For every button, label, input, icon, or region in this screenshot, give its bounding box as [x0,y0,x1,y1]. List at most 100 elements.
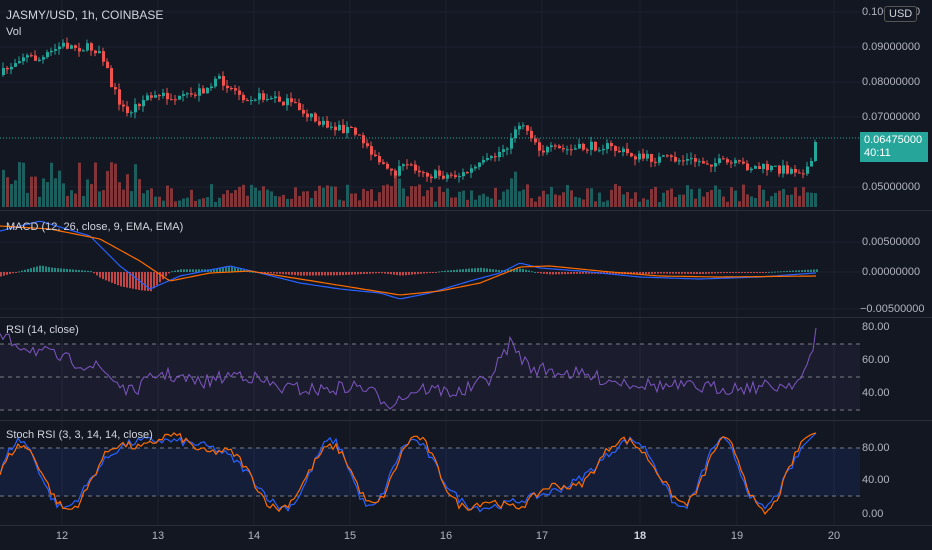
macd-histogram-bar [399,272,401,276]
candle-body [514,129,517,139]
macd-histogram-bar [174,270,176,272]
candle-body [66,42,69,49]
volume-bar [134,164,137,207]
volume-bar [14,180,17,207]
volume-bar [710,189,713,207]
candle-body [474,166,477,169]
time-axis[interactable]: 12 13 14 15 16 17 18 19 20 [0,525,860,550]
time-label: 16 [439,530,453,542]
macd-histogram-bar [189,269,191,272]
macd-histogram-bar [69,269,71,272]
rsi-chart[interactable] [0,318,860,420]
macd-histogram-bar [513,269,515,272]
candle-body [502,149,505,152]
volume-bar [118,182,121,207]
volume-bar [482,193,485,207]
volume-bar [358,200,361,207]
candle-body [78,48,81,52]
volume-bar [250,184,253,207]
volume-bar [410,186,413,207]
macd-histogram-bar [225,267,227,272]
volume-bar [66,195,69,207]
candle-body [294,102,297,104]
volume-bar [454,197,457,207]
macd-histogram-bar [75,269,77,272]
volume-bar [282,194,285,207]
stoch-axis[interactable]: 80.00 40.00 0.00 [860,421,932,525]
rsi-axis[interactable]: 80.00 60.00 40.00 [860,318,932,420]
volume-bar [438,186,441,207]
volume-bar [722,196,725,207]
rsi-tick: 60.00 [862,354,890,366]
candle-body [622,148,625,153]
macd-histogram-bar [177,269,179,272]
macd-histogram-bar [498,269,500,272]
volume-bar [222,194,225,207]
macd-histogram-bar [801,270,803,272]
volume-bar [774,192,777,207]
volume-bar [798,195,801,207]
volume-bar [686,185,689,207]
macd-histogram-bar [546,272,548,275]
macd-histogram-bar [723,272,725,274]
macd-histogram-bar [183,269,185,272]
pane-divider[interactable] [0,317,932,318]
candle-body [270,98,273,100]
macd-histogram-bar [291,272,293,275]
candle-body [546,146,549,153]
price-chart[interactable] [0,0,860,210]
candle-body [542,150,545,153]
macd-axis[interactable]: 0.00500000 0.00000000 −0.00500000 [860,211,932,317]
macd-line [0,220,817,300]
volume-bar [170,188,173,207]
macd-tick: 0.00500000 [862,236,921,248]
macd-histogram-bar [492,269,494,272]
candle-body [570,149,573,151]
candle-body [714,163,717,167]
stoch-rsi-chart[interactable] [0,421,860,525]
currency-button[interactable]: USD [884,6,918,22]
candle-body [302,109,305,114]
volume-bar [190,189,193,207]
volume-bar [286,198,289,207]
volume-bar [130,191,133,207]
macd-histogram-bar [573,272,575,274]
volume-bar [270,191,273,207]
price-axis[interactable]: 0.10000000 0.09000000 0.08000000 0.07000… [860,0,932,210]
macd-histogram-bar [270,272,272,274]
macd-histogram-bar [93,272,95,274]
pane-divider[interactable] [0,210,932,211]
volume-bar [158,196,161,207]
volume-bar [458,191,461,207]
macd-histogram-bar [450,270,452,272]
volume-bar [666,190,669,207]
candle-body [186,93,189,95]
candle-body [30,55,33,57]
volume-bar [370,189,373,207]
candle-body [306,113,309,118]
macd-histogram-bar [27,268,29,272]
macd-histogram-bar [99,272,101,278]
volume-bar [70,190,73,207]
macd-histogram-bar [384,272,386,274]
rsi-line [0,327,817,410]
volume-bar [274,195,277,207]
volume-bar [622,194,625,207]
candle-body [686,159,689,161]
candle-body [438,170,441,176]
candle-body [310,113,313,118]
volume-bar [678,194,681,207]
pane-divider[interactable] [0,420,932,421]
volume-bar [802,187,805,207]
volume-bar [486,196,489,207]
volume-bar [298,196,301,207]
macd-histogram-bar [726,272,728,274]
macd-chart[interactable] [0,211,860,317]
volume-bar [242,184,245,207]
candle-body [414,164,417,171]
macd-histogram-bar [711,272,713,274]
volume-bar [498,199,501,207]
volume-bar [266,189,269,207]
volume-bar [418,184,421,207]
macd-histogram-bar [33,267,35,272]
